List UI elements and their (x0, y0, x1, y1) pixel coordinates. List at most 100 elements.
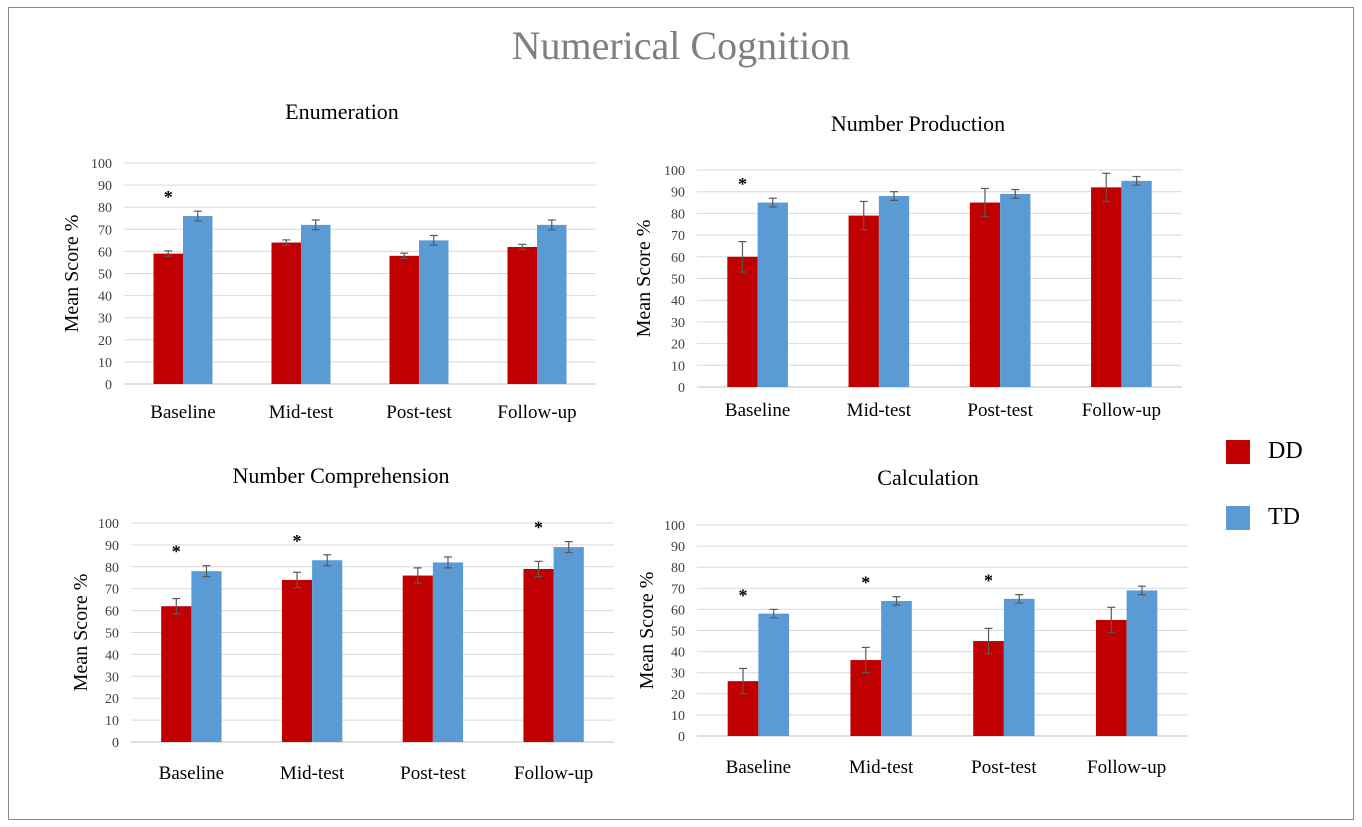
bar-dd-baseline (153, 253, 183, 384)
bar-td-follow-up (1126, 590, 1158, 736)
y-tick-label: 60 (671, 251, 685, 266)
y-tick-label: 0 (112, 736, 119, 751)
y-tick-label: 70 (98, 223, 112, 238)
chart-title: Number Comprehension (233, 463, 450, 488)
y-tick-label: 0 (678, 730, 685, 745)
y-tick-label: 100 (98, 517, 119, 532)
legend-label-td: TD (1268, 504, 1300, 530)
x-tick-label: Baseline (159, 763, 224, 784)
significance-marker: * (738, 174, 747, 194)
y-tick-label: 10 (98, 356, 112, 371)
y-tick-label: 70 (671, 582, 685, 597)
bar-dd-baseline (727, 256, 758, 387)
y-tick-label: 20 (98, 334, 112, 349)
bar-td-mid-test (312, 560, 343, 742)
bar-td-mid-test (301, 224, 331, 384)
significance-marker: * (172, 542, 181, 562)
bar-dd-follow-up (507, 246, 537, 384)
legend-swatch-td (1226, 506, 1250, 530)
y-tick-label: 80 (105, 561, 119, 576)
bar-td-baseline (758, 613, 790, 736)
bar-dd-mid-test (281, 579, 313, 742)
y-tick-label: 80 (671, 561, 685, 576)
x-tick-label: Baseline (726, 757, 791, 778)
significance-marker: * (164, 187, 173, 207)
bar-td-follow-up (1121, 180, 1152, 387)
bar-td-post-test (419, 240, 449, 384)
y-tick-label: 60 (105, 605, 119, 620)
x-tick-label: Post-test (386, 402, 452, 423)
y-axis-label: Mean Score % (633, 220, 655, 338)
x-tick-label: Post-test (400, 763, 466, 784)
x-tick-label: Mid-test (280, 763, 345, 784)
bar-dd-post-test (973, 641, 1004, 736)
bar-dd-follow-up (523, 568, 554, 742)
y-tick-label: 50 (671, 625, 685, 640)
bar-dd-mid-test (271, 242, 301, 384)
bar-dd-mid-test (848, 215, 879, 387)
y-tick-label: 20 (671, 688, 685, 703)
bar-td-baseline (191, 571, 222, 742)
bar-dd-post-test (389, 255, 419, 384)
y-axis-label: Mean Score % (61, 215, 83, 333)
bar-td-follow-up (553, 547, 584, 742)
significance-marker: * (984, 571, 993, 591)
y-tick-label: 80 (671, 207, 685, 222)
y-tick-label: 70 (671, 229, 685, 244)
legend-item-dd: DD (1226, 436, 1356, 466)
legend-swatch-dd (1226, 440, 1250, 464)
x-tick-label: Follow-up (1082, 400, 1161, 421)
y-tick-label: 100 (664, 519, 685, 534)
y-tick-label: 20 (105, 692, 119, 707)
bar-td-baseline (757, 202, 788, 387)
y-tick-label: 50 (671, 273, 685, 288)
y-tick-label: 40 (671, 646, 685, 661)
y-tick-label: 30 (98, 312, 112, 327)
bar-dd-post-test (969, 202, 1001, 387)
y-tick-label: 100 (664, 164, 685, 179)
y-tick-label: 80 (98, 201, 112, 216)
y-tick-label: 90 (98, 179, 112, 194)
y-tick-label: 60 (671, 603, 685, 618)
y-tick-label: 50 (98, 268, 112, 283)
y-tick-label: 40 (105, 648, 119, 663)
bar-td-mid-test (881, 600, 912, 736)
figure-title: Numerical Cognition (511, 23, 851, 68)
bar-td-follow-up (537, 224, 567, 384)
y-tick-label: 90 (671, 540, 685, 555)
y-tick-label: 10 (671, 359, 685, 374)
significance-marker: * (293, 531, 302, 551)
y-tick-label: 40 (671, 294, 685, 309)
y-tick-label: 50 (105, 627, 119, 642)
x-tick-label: Follow-up (1087, 757, 1166, 778)
bar-dd-follow-up (1095, 619, 1127, 736)
bar-dd-follow-up (1091, 187, 1122, 387)
y-tick-label: 10 (105, 714, 119, 729)
bar-td-post-test (1000, 193, 1031, 387)
bar-td-post-test (432, 562, 464, 742)
y-axis-label: Mean Score % (70, 574, 92, 692)
y-tick-label: 30 (671, 316, 685, 331)
chart-title: Calculation (877, 465, 978, 490)
y-axis-label: Mean Score % (636, 572, 658, 690)
legend-label-dd: DD (1268, 438, 1303, 464)
significance-marker: * (861, 573, 870, 593)
y-tick-label: 90 (105, 539, 119, 554)
bar-td-post-test (1003, 598, 1035, 736)
y-tick-label: 30 (105, 670, 119, 685)
bar-td-mid-test (878, 196, 910, 387)
bar-dd-baseline (161, 606, 192, 742)
y-tick-label: 20 (671, 338, 685, 353)
y-tick-label: 90 (671, 186, 685, 201)
significance-marker: * (739, 585, 748, 605)
x-tick-label: Post-test (971, 757, 1037, 778)
y-tick-label: 60 (98, 245, 112, 260)
x-tick-label: Follow-up (497, 402, 576, 423)
x-tick-label: Mid-test (269, 402, 334, 423)
y-tick-label: 30 (671, 667, 685, 682)
x-tick-label: Baseline (725, 400, 790, 421)
